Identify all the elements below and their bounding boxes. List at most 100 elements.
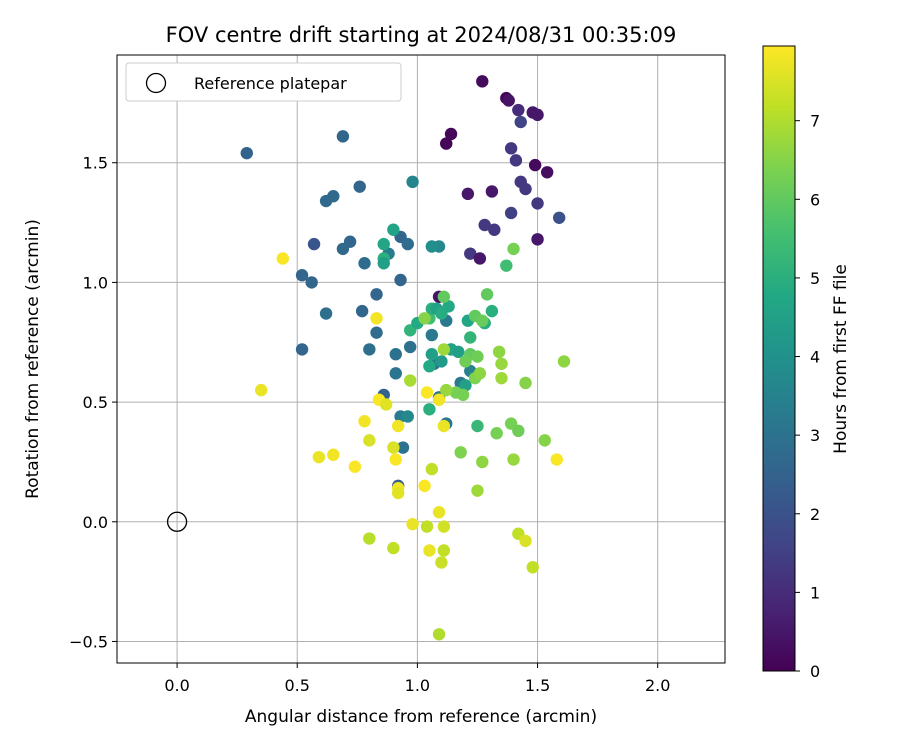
- data-point: [512, 424, 525, 438]
- data-point: [471, 419, 484, 433]
- data-point: [391, 486, 405, 500]
- data-point: [432, 393, 446, 406]
- data-point: [420, 520, 434, 533]
- data-point: [363, 532, 376, 545]
- data-point: [295, 343, 309, 356]
- data-point: [353, 180, 366, 193]
- data-point: [512, 103, 525, 117]
- data-point: [377, 257, 390, 270]
- data-point: [464, 247, 477, 260]
- data-point: [423, 403, 436, 416]
- data-point: [336, 130, 350, 143]
- data-point: [552, 211, 566, 224]
- data-point: [377, 237, 390, 251]
- data-point: [295, 269, 309, 282]
- data-point: [319, 194, 333, 208]
- data-point: [432, 628, 446, 641]
- data-point: [403, 374, 417, 387]
- data-point: [495, 357, 508, 370]
- colorbar-gradient: [762, 45, 796, 672]
- data-point: [478, 218, 491, 232]
- data-point: [379, 398, 393, 411]
- data-point: [319, 307, 333, 320]
- data-point: [444, 127, 458, 141]
- x-axis-label: Angular distance from reference (arcmin): [245, 707, 597, 727]
- data-point: [485, 304, 499, 318]
- data-point: [336, 242, 350, 256]
- reference-marker-group: [166, 511, 188, 532]
- grid: [117, 55, 725, 663]
- colorbar-tick-label: 1: [810, 583, 820, 602]
- data-point: [418, 479, 431, 493]
- data-point: [485, 185, 499, 198]
- data-point: [420, 386, 434, 399]
- colorbar-tick-label: 7: [810, 112, 820, 131]
- data-point: [519, 534, 532, 548]
- data-point: [531, 197, 544, 210]
- data-point: [432, 505, 446, 519]
- data-point: [528, 158, 542, 172]
- data-point: [476, 75, 489, 88]
- data-points: [240, 75, 571, 641]
- data-point: [461, 187, 475, 201]
- data-point: [490, 427, 503, 440]
- data-point: [327, 448, 340, 461]
- data-point: [435, 355, 448, 368]
- data-point: [442, 300, 455, 313]
- data-point: [471, 350, 484, 363]
- y-tick-label: 1.5: [83, 154, 108, 173]
- data-point: [459, 355, 472, 368]
- data-point: [348, 460, 362, 473]
- data-point: [254, 383, 268, 397]
- data-point: [437, 290, 451, 303]
- data-point: [406, 517, 419, 531]
- colorbar-tick-label: 3: [810, 426, 820, 445]
- data-point: [476, 314, 489, 327]
- data-point: [423, 359, 436, 373]
- data-point: [406, 175, 419, 189]
- data-point: [401, 237, 414, 251]
- data-point: [358, 415, 371, 428]
- data-point: [403, 340, 417, 354]
- data-point: [437, 343, 451, 356]
- data-point: [504, 142, 518, 155]
- data-point: [396, 441, 410, 454]
- data-point: [363, 343, 376, 356]
- data-point: [389, 453, 402, 466]
- data-point: [440, 137, 453, 150]
- data-point: [425, 328, 439, 342]
- data-point: [452, 345, 465, 359]
- data-point: [540, 166, 554, 179]
- data-point: [240, 146, 253, 160]
- data-point: [423, 544, 436, 557]
- colorbar-tick-label: 4: [810, 348, 820, 367]
- data-point: [437, 544, 451, 557]
- x-tick-label: 1.0: [405, 676, 430, 695]
- data-point: [437, 419, 451, 433]
- data-point: [363, 434, 376, 447]
- data-point: [531, 233, 544, 246]
- x-tick-label: 1.5: [525, 676, 550, 695]
- data-point: [492, 345, 506, 359]
- data-point: [538, 434, 551, 447]
- x-tick-label: 2.0: [645, 676, 670, 695]
- data-point: [514, 115, 527, 129]
- data-point: [389, 367, 402, 380]
- data-point: [507, 242, 520, 256]
- data-point: [507, 453, 520, 466]
- data-point: [435, 556, 448, 569]
- data-point: [502, 94, 515, 107]
- data-point: [519, 376, 532, 390]
- chart-title: FOV centre drift starting at 2024/08/31 …: [166, 23, 677, 47]
- data-point: [387, 223, 400, 236]
- data-point: [531, 108, 544, 122]
- x-tick-label: 0.5: [285, 676, 310, 695]
- data-point: [473, 252, 487, 265]
- plot-area: [116, 54, 726, 664]
- colorbar-tick-label: 5: [810, 269, 820, 288]
- data-point: [464, 331, 477, 344]
- data-point: [276, 252, 290, 265]
- data-point: [509, 154, 523, 167]
- data-point: [370, 326, 383, 339]
- y-tick-label: −0.5: [69, 632, 108, 651]
